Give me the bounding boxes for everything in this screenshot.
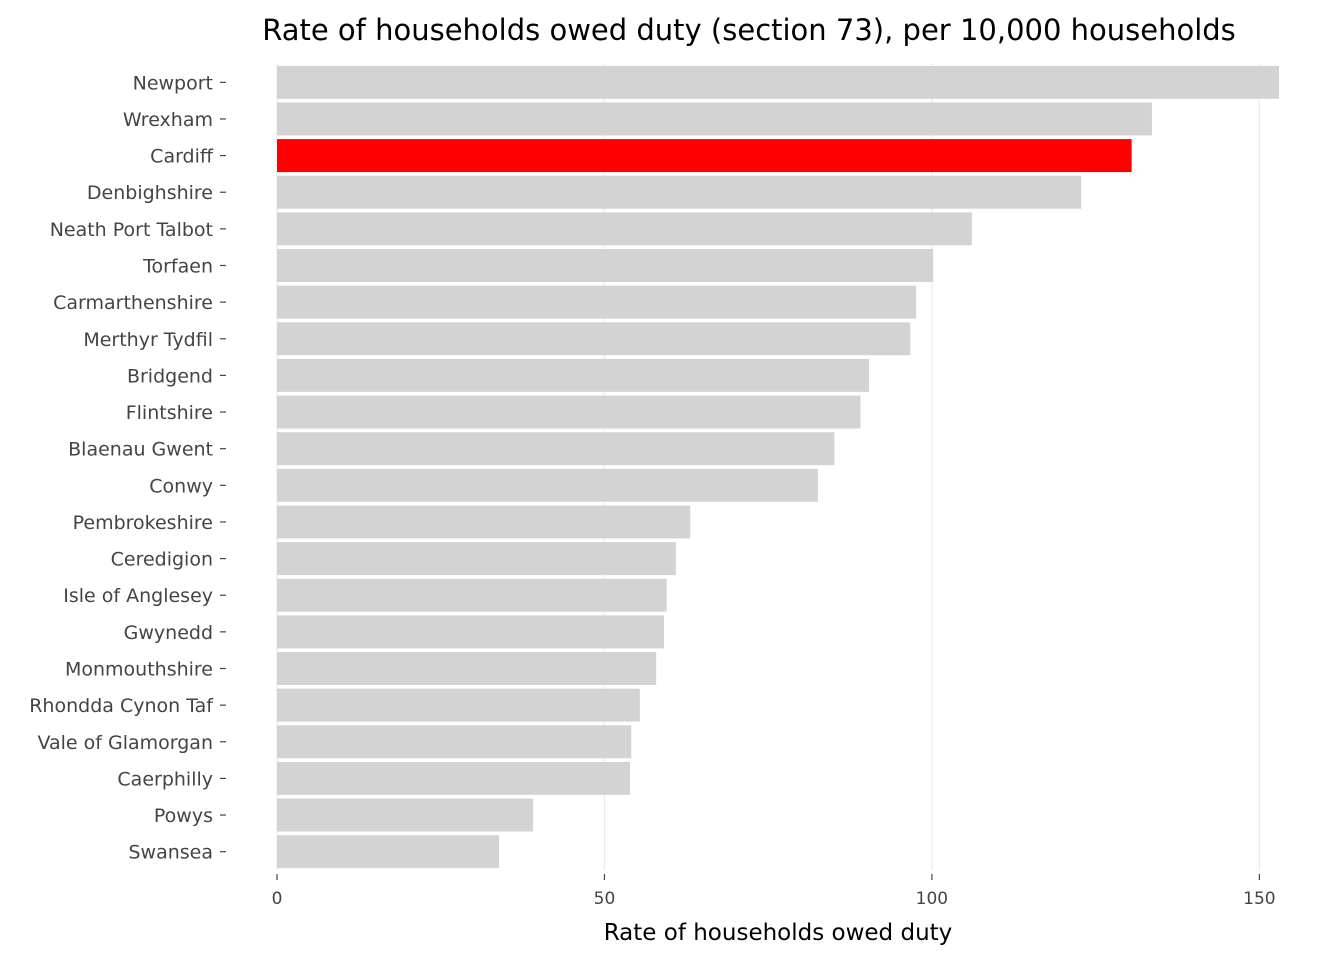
category-label-monmouthshire: Monmouthshire [65,659,213,681]
category-label-gwynedd: Gwynedd [124,622,213,644]
bars [277,65,1279,869]
bar-monmouthshire [277,652,657,685]
bar-rhondda-cynon-taf [277,688,640,722]
bar-wrexham [277,102,1152,136]
x-tick-label-150: 150 [1243,889,1275,909]
bar-denbighshire [277,175,1082,209]
category-label-newport: Newport [133,72,213,94]
x-axis-ticks: 0 50 100 150 [272,874,1276,909]
category-label-carmarthenshire: Carmarthenshire [53,292,213,314]
chart-title: Rate of households owed duty (section 73… [262,13,1236,47]
category-label-rhondda-cynon-taf: Rhondda Cynon Taf [29,695,214,717]
category-label-swansea: Swansea [128,842,213,864]
bar-ceredigion [277,542,676,576]
bar-flintshire [277,395,861,429]
bar-merthyr-tydfil [277,322,911,356]
category-label-powys: Powys [154,805,213,827]
category-label-vale-of-glamorgan: Vale of Glamorgan [37,732,213,754]
bar-caerphilly [277,761,630,795]
category-label-flintshire: Flintshire [126,402,213,424]
bar-carmarthenshire [277,285,917,319]
bar-gwynedd [277,615,665,649]
category-label-torfaen: Torfaen [142,256,213,278]
category-label-isle-of-anglesey: Isle of Anglesey [63,585,213,607]
x-tick-label-0: 0 [272,889,283,909]
bar-torfaen [277,249,934,282]
x-tick-label-50: 50 [594,889,616,909]
category-label-denbighshire: Denbighshire [87,182,213,204]
category-label-caerphilly: Caerphilly [117,768,213,790]
bar-cardiff [277,139,1132,173]
bar-blaenau-gwent [277,432,835,466]
x-tick-label-100: 100 [916,889,948,909]
bar-newport [277,65,1279,99]
bar-isle-of-anglesey [277,578,667,612]
category-label-merthyr-tydfil: Merthyr Tydfil [83,329,213,351]
category-labels: Newport Wrexham Cardiff Denbighshire Neath P… [29,72,226,864]
bar-bridgend [277,358,870,392]
bar-pembrokeshire [277,505,691,539]
category-label-pembrokeshire: Pembrokeshire [73,512,213,534]
category-label-bridgend: Bridgend [127,365,213,387]
bar-vale-of-glamorgan [277,725,632,759]
category-label-ceredigion: Ceredigion [111,549,213,571]
bar-neath-port-talbot [277,212,972,246]
category-label-neath-port-talbot: Neath Port Talbot [50,219,213,241]
category-label-cardiff: Cardiff [150,146,214,168]
bar-swansea [277,835,500,869]
x-axis-label: Rate of households owed duty [604,920,953,946]
category-label-wrexham: Wrexham [123,109,213,131]
category-label-conwy: Conwy [149,475,213,497]
category-label-blaenau-gwent: Blaenau Gwent [68,439,213,461]
bar-conwy [277,468,818,502]
bar-powys [277,798,534,832]
